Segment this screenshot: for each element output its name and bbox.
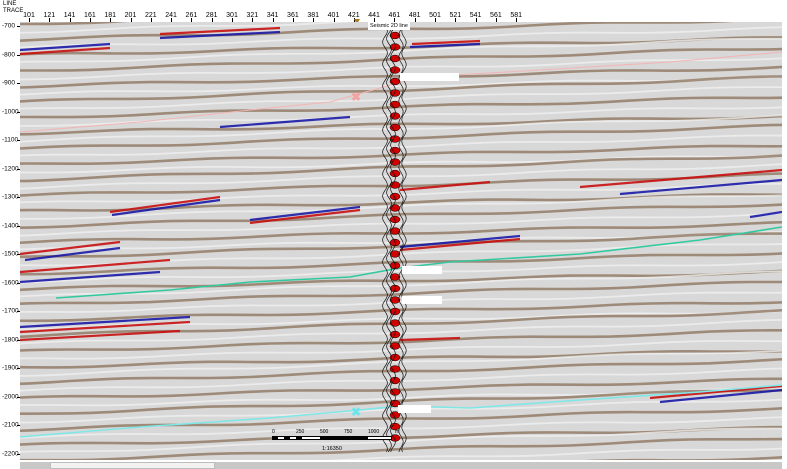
depth-label: -1100 xyxy=(2,137,18,144)
well-synthetic-peak xyxy=(390,320,400,327)
well-synthetic-peak xyxy=(390,228,400,235)
scale-bar-segment xyxy=(344,436,368,440)
horizon-label-box-2 xyxy=(402,266,442,274)
scale-bar-segment xyxy=(296,436,302,440)
scale-tick-label: 750 xyxy=(344,429,352,435)
scale-bar-segment xyxy=(272,436,278,440)
scrollbar-track-left[interactable] xyxy=(20,462,50,469)
scale-tick-label: 500 xyxy=(320,429,328,435)
scale-bar-segment xyxy=(284,436,290,440)
seismic-line-label: Seismic 2D line xyxy=(368,22,410,30)
cyan-cross-icon: ✖ xyxy=(351,405,361,419)
right-border xyxy=(782,22,787,460)
horizon-pick-cross-icon[interactable]: ✖ xyxy=(351,91,361,103)
depth-label: -800 xyxy=(2,51,15,58)
scale-bar-segment xyxy=(320,436,344,440)
scale-tick-label: 1000 xyxy=(368,429,379,435)
scale-tick-label: 0 xyxy=(272,429,275,435)
scale-unit: m xyxy=(395,429,399,435)
scale-tick-label: 250 xyxy=(296,429,304,435)
line-label: LINE xyxy=(3,1,16,7)
horizontal-scrollbar[interactable] xyxy=(0,460,787,469)
horizon-pick-cross-icon[interactable]: ✖ xyxy=(351,406,361,418)
depth-axis: -700 -800 -900 -1000 -1100 -1200 -1300 -1400 -15… xyxy=(0,22,20,460)
pink-cross-icon: ✖ xyxy=(351,90,361,104)
horizon-label-box-4 xyxy=(398,405,431,413)
depth-label: -900 xyxy=(2,80,15,87)
depth-label: -700 xyxy=(2,23,15,30)
well-synthetic-peak xyxy=(390,366,400,373)
seismic-section[interactable] xyxy=(20,22,782,460)
scale-ratio: 1:16350 xyxy=(322,446,342,452)
seismic-canvas[interactable] xyxy=(20,22,782,460)
scrollbar-track-right[interactable] xyxy=(215,462,782,469)
trace-label: TRACE xyxy=(3,8,23,14)
scrollbar-thumb[interactable] xyxy=(50,462,215,469)
trace-header: LINE TRACE 101 121 141 161 181 201 221 241 261 28… xyxy=(0,0,787,22)
horizon-label-box-1 xyxy=(400,73,459,81)
well-synthetic-peak xyxy=(390,55,400,62)
horizon-label-box-3 xyxy=(402,296,442,304)
